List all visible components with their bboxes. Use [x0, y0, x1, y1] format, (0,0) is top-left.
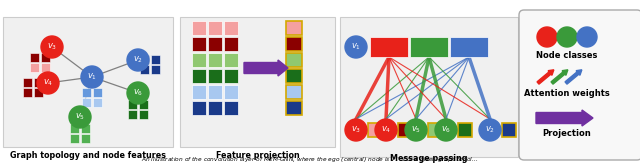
- Text: $v_5$: $v_5$: [411, 125, 421, 135]
- Circle shape: [69, 106, 91, 128]
- Text: Message passing: Message passing: [390, 154, 468, 163]
- Bar: [286, 69, 302, 83]
- Bar: [410, 37, 448, 57]
- Bar: [224, 53, 238, 67]
- FancyArrow shape: [537, 70, 554, 84]
- Bar: [192, 37, 206, 51]
- Bar: [23, 78, 32, 86]
- Bar: [208, 69, 222, 83]
- Bar: [192, 21, 206, 35]
- Bar: [224, 69, 238, 83]
- Text: Feature projection: Feature projection: [216, 150, 300, 160]
- Bar: [30, 52, 39, 62]
- Text: $v_2$: $v_2$: [133, 55, 143, 65]
- Text: $v_1$: $v_1$: [87, 72, 97, 82]
- Bar: [368, 123, 382, 137]
- Bar: [208, 53, 222, 67]
- Bar: [23, 88, 32, 97]
- Circle shape: [405, 119, 427, 141]
- Circle shape: [127, 49, 149, 71]
- Bar: [70, 123, 79, 132]
- FancyBboxPatch shape: [519, 10, 640, 160]
- Bar: [208, 85, 222, 99]
- Bar: [81, 134, 90, 143]
- Bar: [150, 65, 159, 74]
- Circle shape: [479, 119, 501, 141]
- Bar: [340, 17, 518, 157]
- Bar: [286, 21, 302, 35]
- Bar: [30, 63, 39, 72]
- Circle shape: [537, 27, 557, 47]
- Text: Node classes: Node classes: [536, 50, 598, 60]
- Bar: [224, 85, 238, 99]
- Bar: [224, 21, 238, 35]
- Bar: [208, 37, 222, 51]
- Text: $v_6$: $v_6$: [133, 88, 143, 98]
- Bar: [140, 54, 149, 64]
- Text: $v_1$: $v_1$: [351, 42, 361, 52]
- Bar: [286, 85, 302, 99]
- Circle shape: [37, 72, 59, 94]
- Circle shape: [557, 27, 577, 47]
- Bar: [82, 87, 91, 97]
- Bar: [458, 123, 472, 137]
- Bar: [140, 65, 149, 74]
- FancyArrow shape: [565, 70, 582, 84]
- Bar: [224, 101, 238, 115]
- Text: $v_4$: $v_4$: [381, 125, 391, 135]
- Bar: [428, 123, 442, 137]
- Bar: [33, 78, 42, 86]
- Text: $v_3$: $v_3$: [47, 42, 57, 52]
- Bar: [150, 54, 159, 64]
- Bar: [93, 98, 102, 107]
- Bar: [128, 110, 137, 119]
- Text: $v_4$: $v_4$: [43, 78, 53, 88]
- Bar: [192, 85, 206, 99]
- Bar: [192, 53, 206, 67]
- Bar: [286, 53, 302, 67]
- Bar: [450, 37, 488, 57]
- Circle shape: [435, 119, 457, 141]
- Bar: [398, 123, 412, 137]
- Bar: [128, 99, 137, 109]
- Bar: [40, 63, 49, 72]
- Bar: [3, 17, 173, 147]
- Text: Attention weights: Attention weights: [524, 88, 610, 98]
- Bar: [192, 69, 206, 83]
- FancyArrow shape: [244, 60, 288, 76]
- Text: $v_5$: $v_5$: [75, 112, 85, 122]
- Bar: [40, 52, 49, 62]
- Bar: [192, 101, 206, 115]
- Text: $v_6$: $v_6$: [441, 125, 451, 135]
- Text: Graph topology and node features: Graph topology and node features: [10, 150, 166, 160]
- Bar: [70, 134, 79, 143]
- Circle shape: [345, 36, 367, 58]
- Bar: [286, 101, 302, 115]
- Circle shape: [127, 82, 149, 104]
- Bar: [81, 123, 90, 132]
- Text: Projection: Projection: [543, 129, 591, 137]
- Text: An illustration of the convolution layer of M2M-GNN, where the ego (central) nod: An illustration of the convolution layer…: [141, 155, 479, 164]
- Circle shape: [81, 66, 103, 88]
- Bar: [180, 17, 335, 147]
- Bar: [138, 99, 147, 109]
- Text: $v_2$: $v_2$: [485, 125, 495, 135]
- Bar: [208, 21, 222, 35]
- Bar: [93, 87, 102, 97]
- Bar: [370, 37, 408, 57]
- Bar: [224, 37, 238, 51]
- Circle shape: [41, 36, 63, 58]
- Bar: [502, 123, 516, 137]
- Text: $v_3$: $v_3$: [351, 125, 361, 135]
- FancyArrow shape: [536, 110, 593, 126]
- Circle shape: [345, 119, 367, 141]
- Bar: [286, 37, 302, 51]
- Bar: [82, 98, 91, 107]
- Circle shape: [375, 119, 397, 141]
- FancyArrow shape: [551, 70, 568, 84]
- Circle shape: [577, 27, 597, 47]
- Bar: [138, 110, 147, 119]
- Bar: [208, 101, 222, 115]
- Bar: [33, 88, 42, 97]
